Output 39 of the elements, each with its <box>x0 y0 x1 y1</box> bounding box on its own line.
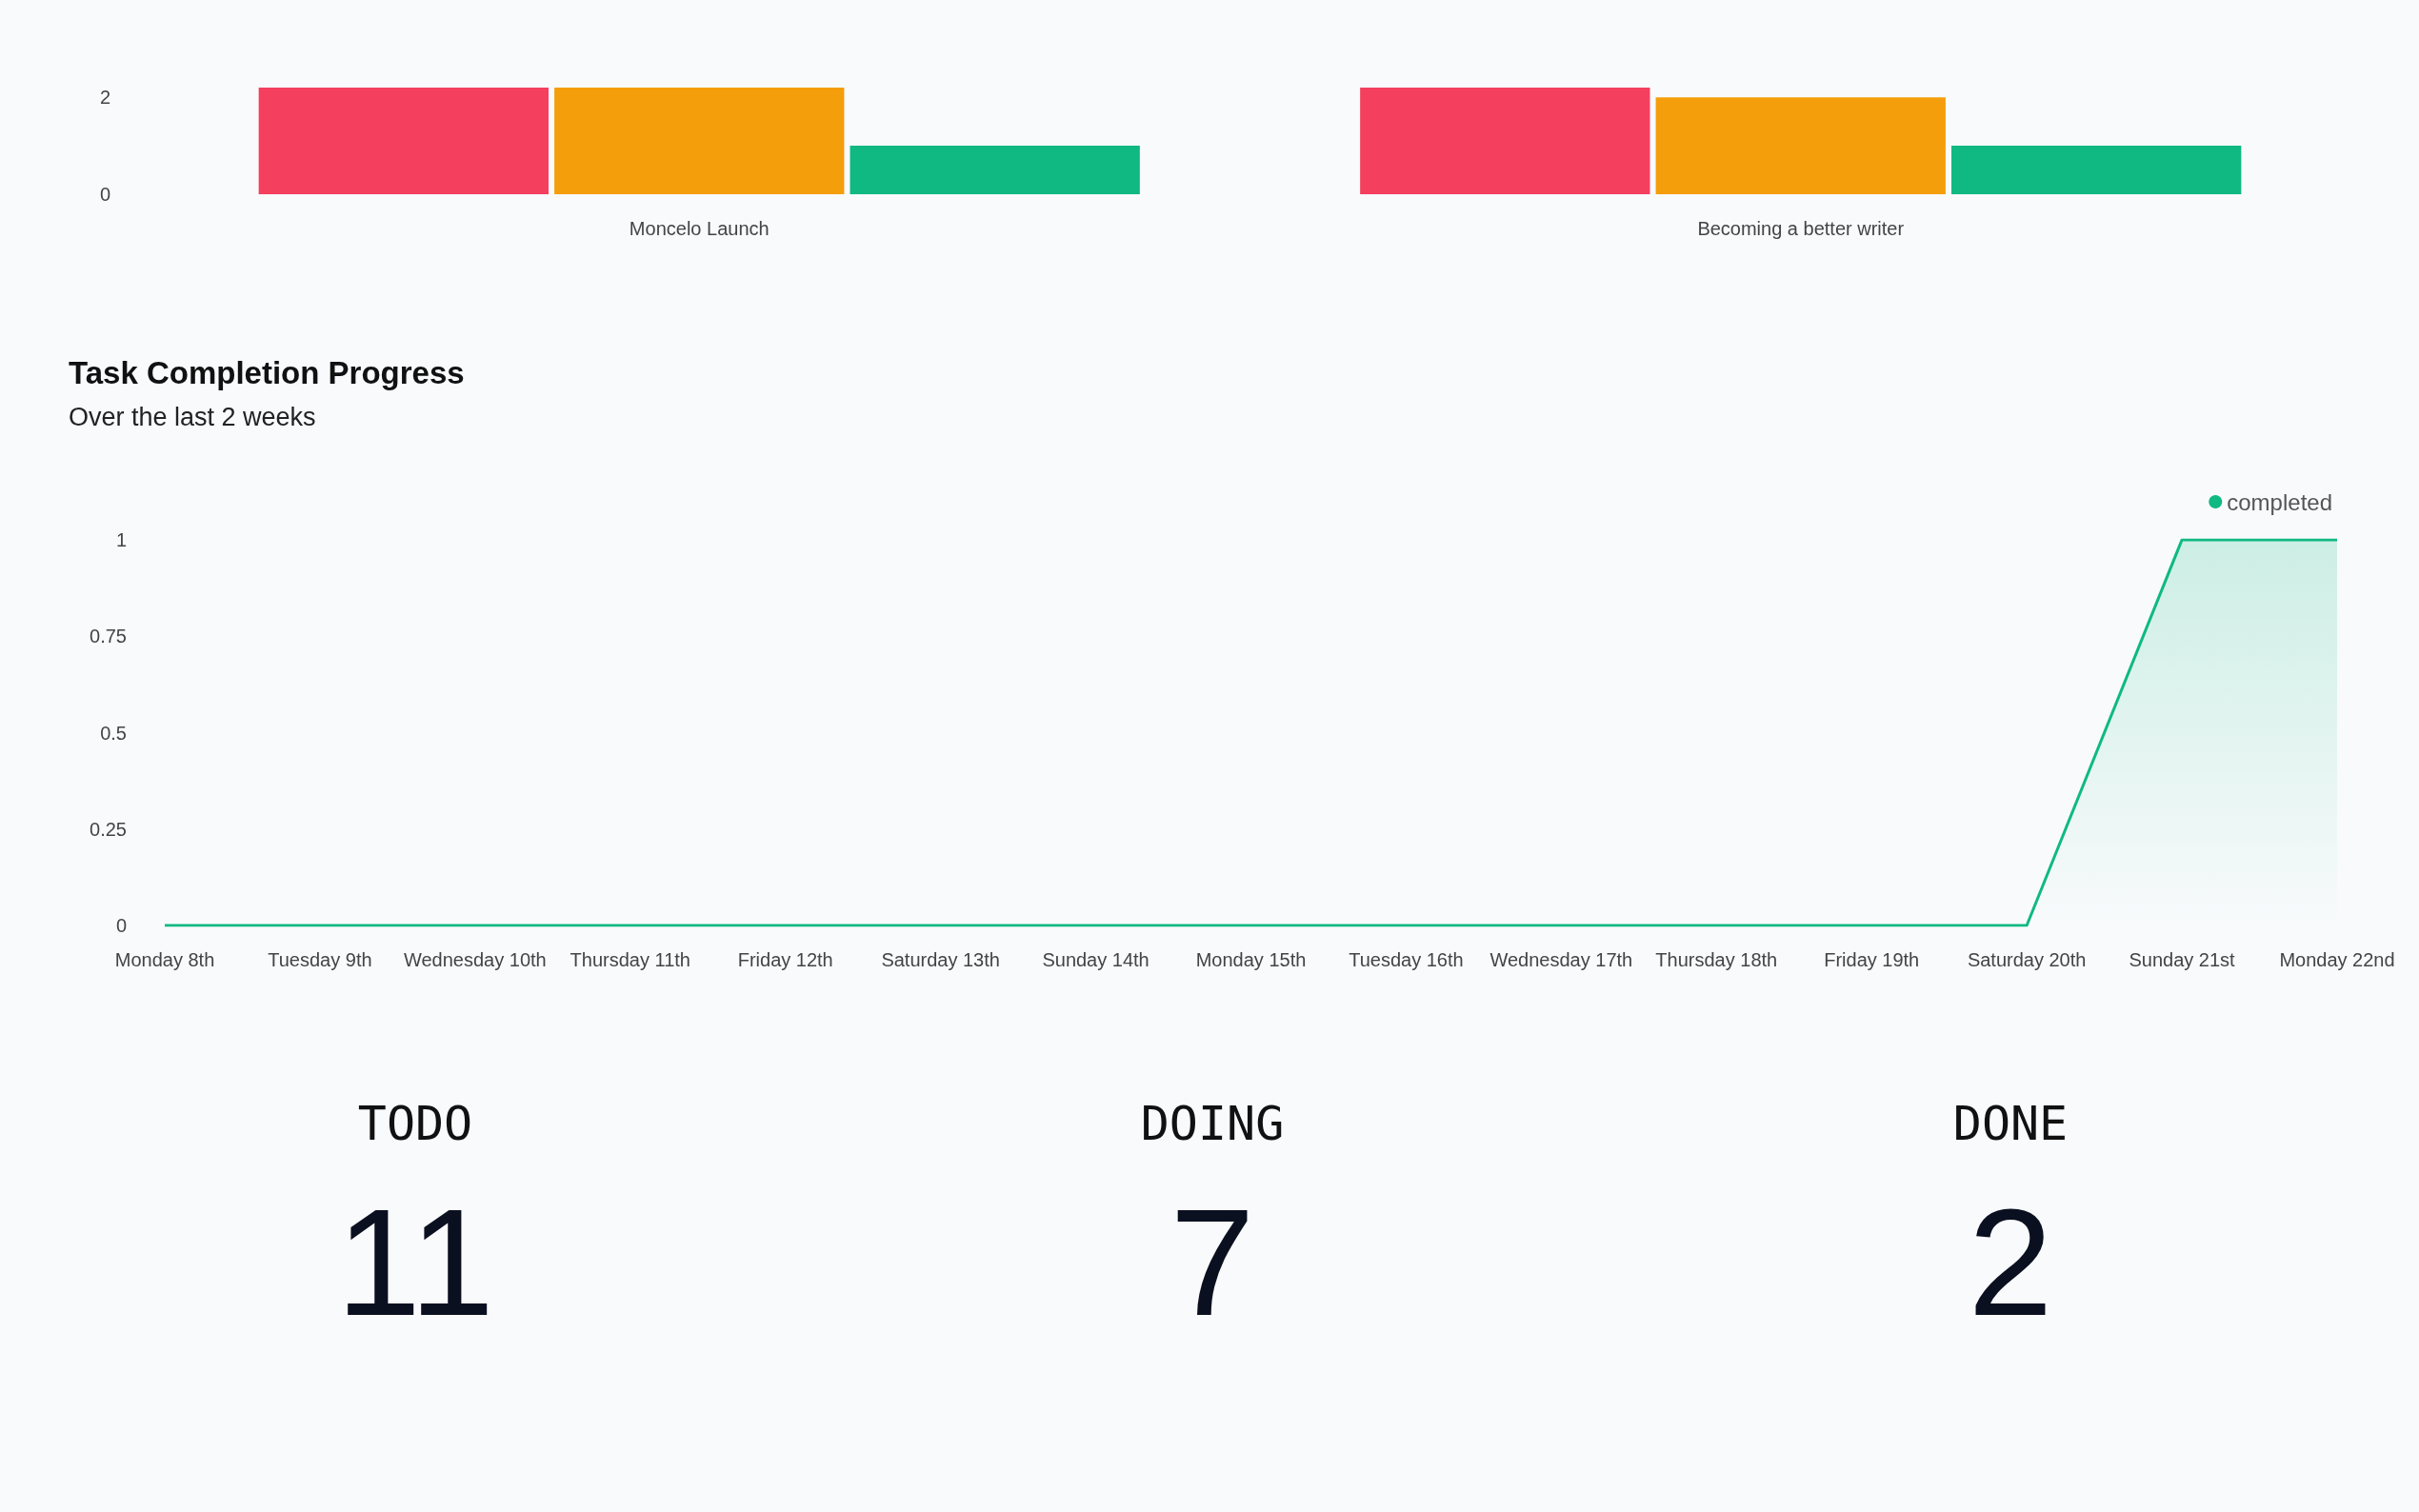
data-label: 2 <box>1968 1176 2053 1347</box>
legend-label: completed <box>2227 488 2332 515</box>
bar <box>1655 97 1946 194</box>
y-tick-label: 2 <box>99 87 110 109</box>
x-tick-label: Tuesday 16th <box>1349 949 1464 970</box>
y-tick-label: 0.5 <box>100 722 127 744</box>
chart-title: Task Completion Progress <box>69 355 465 390</box>
bar <box>850 146 1140 194</box>
y-tick-label: 0.25 <box>90 818 127 840</box>
x-tick-label: Monday 8th <box>114 949 215 970</box>
bar <box>258 88 549 194</box>
x-tick-label: Friday 12th <box>737 949 833 970</box>
y-tick-label: 0 <box>99 184 110 205</box>
data-label: 7 <box>1170 1176 1255 1347</box>
y-tick-label: 0.75 <box>90 626 127 647</box>
x-tick-label: Wednesday 17th <box>1489 949 1633 970</box>
x-tick-label: Saturday 13th <box>881 949 1000 970</box>
x-tick-label: Thursday 18th <box>1655 949 1778 970</box>
x-tick-label: Monday 15th <box>1195 949 1307 970</box>
category-label: DONE <box>1952 1096 2069 1151</box>
category-label: DOING <box>1140 1096 1285 1151</box>
x-tick-label: Tuesday 9th <box>268 949 372 970</box>
bar <box>554 88 845 194</box>
y-tick-label: 1 <box>115 529 127 550</box>
x-tick-label: Monday 22nd <box>2279 949 2395 970</box>
data-label: 11 <box>335 1176 495 1347</box>
x-tick-label: Sunday 21st <box>2129 949 2236 970</box>
x-tick-label: Friday 19th <box>1824 949 1920 970</box>
bar <box>1360 88 1650 194</box>
x-tick-label: Sunday 14th <box>1042 949 1150 970</box>
category-label: TODO <box>357 1096 473 1151</box>
x-tick-label: Becoming a better writer <box>1697 218 1905 239</box>
chart-subtitle: Over the last 2 weeks <box>69 402 316 431</box>
x-tick-label: Moncelo Launch <box>629 218 770 239</box>
y-tick-label: 0 <box>115 915 127 936</box>
x-tick-label: Thursday 11th <box>570 949 690 970</box>
bar <box>1951 146 2242 194</box>
x-tick-label: Saturday 20th <box>1967 949 2087 970</box>
x-tick-label: Wednesday 10th <box>403 949 547 970</box>
